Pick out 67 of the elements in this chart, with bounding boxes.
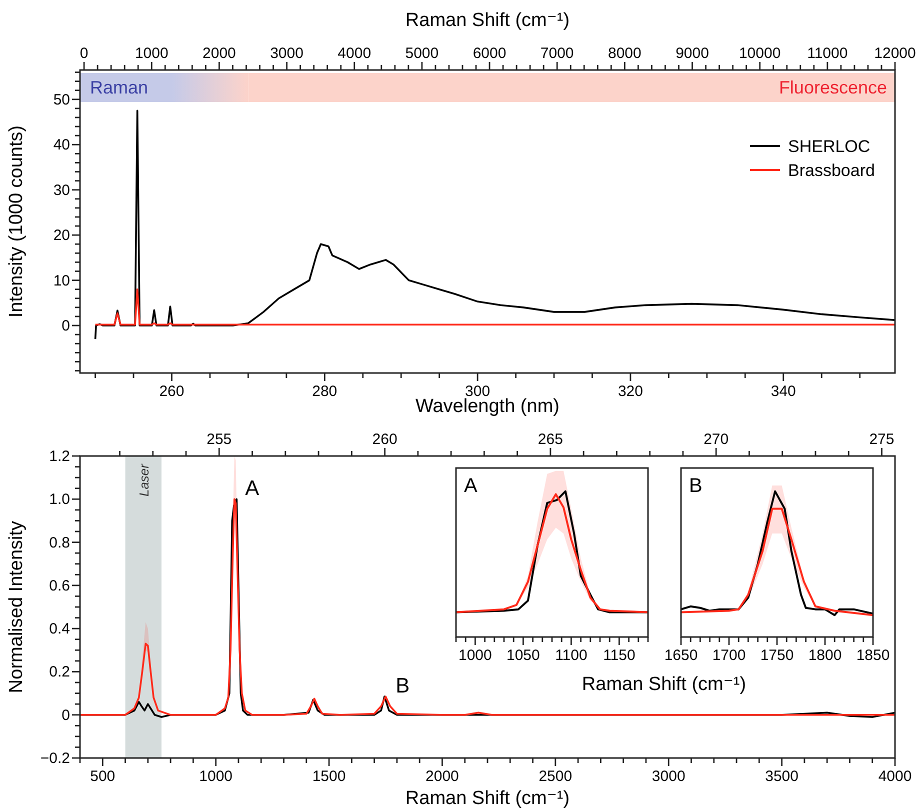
annotation: B bbox=[396, 674, 410, 698]
x-tick-label: 340 bbox=[770, 383, 796, 400]
legend-label: SHERLOC bbox=[788, 137, 870, 156]
y-tick-label: 0 bbox=[62, 706, 70, 724]
band-label: Fluorescence bbox=[778, 78, 887, 98]
x-axis-title: Raman Shift (cm⁻¹) bbox=[582, 674, 746, 695]
x-tick-label: 2500 bbox=[538, 768, 572, 785]
legend-label: Brassboard bbox=[788, 161, 875, 180]
x-tick-label: 1800 bbox=[808, 647, 842, 664]
annotation: A bbox=[245, 477, 260, 500]
chart-title: A bbox=[464, 475, 478, 497]
x-tick-label: 1700 bbox=[712, 647, 746, 664]
y-tick-label: 10 bbox=[53, 272, 70, 290]
x2-tick-label: 7000 bbox=[540, 45, 574, 62]
x2-tick-label: 275 bbox=[869, 431, 894, 448]
x2-tick-label: 11000 bbox=[807, 45, 848, 62]
x2-tick-label: 4000 bbox=[338, 45, 372, 62]
y-tick-label: 1.2 bbox=[49, 448, 70, 465]
x2-tick-label: 255 bbox=[206, 431, 232, 448]
x-tick-label: 1100 bbox=[555, 647, 588, 664]
x2-tick-label: 2000 bbox=[202, 45, 236, 62]
x2-tick-label: 270 bbox=[704, 431, 729, 448]
y-tick-label: 0 bbox=[62, 318, 70, 335]
x2-tick-label: 10000 bbox=[738, 45, 781, 62]
y-tick-label: 1.0 bbox=[49, 491, 70, 508]
y-tick-label: 0.4 bbox=[49, 620, 70, 638]
x-tick-label: 4000 bbox=[878, 768, 912, 785]
x2-axis-title: Raman Shift (cm⁻¹) bbox=[405, 10, 570, 31]
x2-tick-label: 0 bbox=[80, 45, 88, 62]
x2-tick-label: 265 bbox=[538, 431, 563, 448]
y-tick-label: 30 bbox=[53, 182, 70, 199]
x-tick-label: 320 bbox=[618, 383, 643, 400]
x2-tick-label: 8000 bbox=[608, 45, 642, 62]
x-tick-label: 3000 bbox=[652, 768, 686, 785]
y-tick-label: 0.6 bbox=[49, 577, 70, 594]
x-tick-label: 1150 bbox=[603, 647, 636, 664]
x-tick-label: 500 bbox=[90, 768, 116, 785]
y-tick-label: 40 bbox=[53, 136, 70, 154]
y-tick-label: 0.8 bbox=[49, 534, 70, 552]
y-tick-label: 0.2 bbox=[49, 664, 70, 681]
x-tick-label: 260 bbox=[159, 383, 184, 400]
x-tick-label: 1000 bbox=[458, 647, 492, 664]
x-tick-label: 3500 bbox=[765, 768, 798, 785]
x-tick-label: 1650 bbox=[664, 647, 698, 664]
y-tick-label: −0.2 bbox=[40, 750, 70, 767]
x-tick-label: 1500 bbox=[312, 768, 346, 785]
y-tick-label: 20 bbox=[53, 227, 70, 244]
band-label: Laser bbox=[136, 463, 152, 497]
x2-tick-label: 5000 bbox=[405, 45, 439, 62]
band-label: Raman bbox=[90, 78, 148, 98]
x2-tick-label: 9000 bbox=[676, 45, 709, 62]
x2-tick-label: 12000 bbox=[874, 45, 916, 62]
y-axis-title: Intensity (1000 counts) bbox=[6, 125, 27, 318]
x2-tick-label: 6000 bbox=[472, 45, 506, 62]
x-axis-title: Raman Shift (cm⁻¹) bbox=[405, 788, 570, 809]
chart-title: B bbox=[689, 475, 702, 497]
x-tick-label: 1000 bbox=[199, 768, 233, 785]
x-tick-label: 1050 bbox=[506, 647, 540, 664]
y-tick-label: 50 bbox=[53, 91, 70, 108]
x-tick-label: 1750 bbox=[760, 647, 794, 664]
x2-tick-label: 260 bbox=[372, 431, 398, 448]
x-tick-label: 1850 bbox=[856, 647, 890, 664]
x-tick-label: 2000 bbox=[426, 768, 459, 785]
x2-tick-label: 1000 bbox=[134, 45, 168, 62]
y-axis-title: Normalised Intensity bbox=[6, 520, 27, 694]
x-tick-label: 280 bbox=[312, 383, 338, 400]
x2-tick-label: 3000 bbox=[270, 45, 304, 62]
